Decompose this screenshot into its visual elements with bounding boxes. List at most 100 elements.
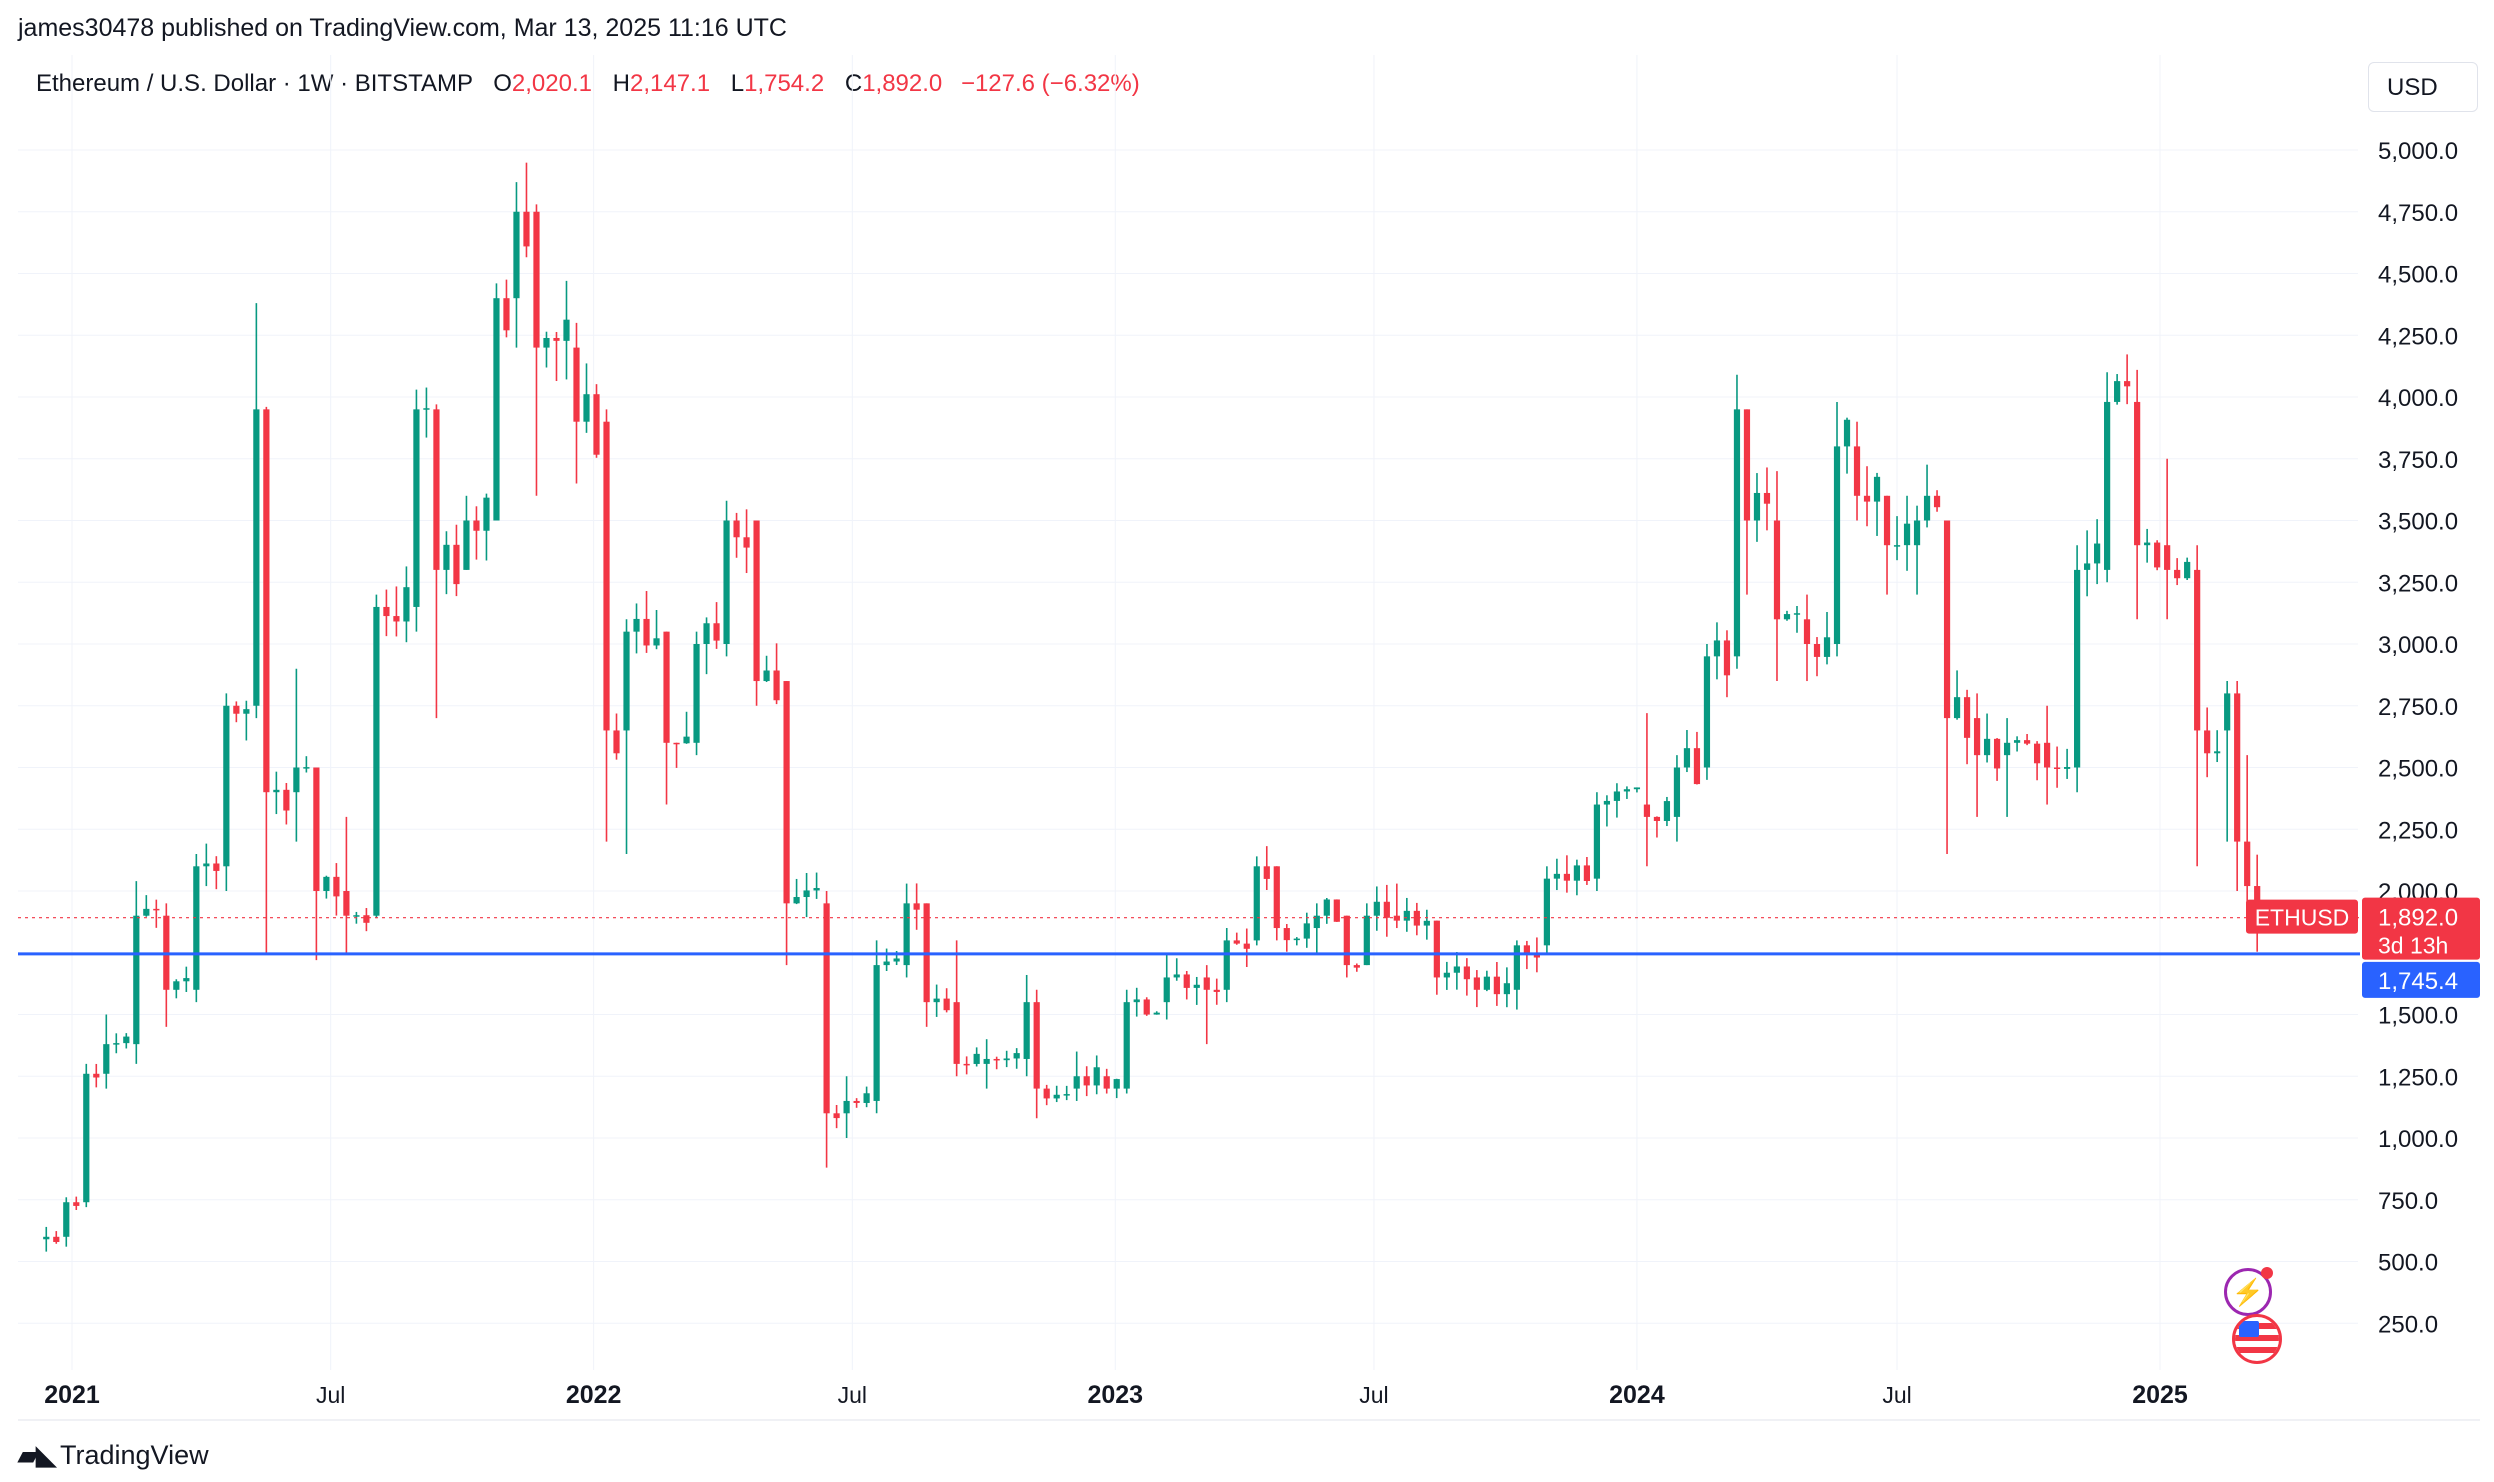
candle-body	[2234, 693, 2241, 842]
candle	[523, 162, 530, 258]
tradingview-logo[interactable]: ▰◣ TradingView	[18, 1440, 209, 1471]
candle-body	[1633, 787, 1641, 790]
candle-body	[1703, 656, 1711, 768]
candle	[1183, 970, 1190, 1000]
candle	[1073, 1051, 1080, 1101]
candle-body	[953, 1002, 960, 1064]
candle	[2134, 369, 2141, 620]
candle	[1143, 997, 1150, 1016]
candle	[1303, 912, 1310, 948]
candle-body	[2204, 730, 2211, 754]
candle-body	[2174, 569, 2181, 579]
candle-body	[1603, 800, 1611, 805]
price-axis-label: 2,500.0	[2378, 756, 2458, 783]
candle	[1773, 471, 1781, 682]
candle	[443, 531, 450, 595]
flag-canton	[2239, 1321, 2259, 1337]
candle	[1433, 920, 1440, 995]
candle	[913, 883, 920, 930]
price-axis-label: 4,500.0	[2378, 262, 2458, 289]
candle	[1123, 989, 1130, 1094]
candle	[173, 979, 180, 999]
candle-body	[453, 544, 460, 585]
candle	[2084, 530, 2091, 597]
candle-body	[543, 337, 550, 348]
candle	[1673, 755, 1681, 842]
candle-body	[1443, 972, 1450, 978]
candle	[1853, 421, 1861, 521]
candle	[823, 891, 830, 1168]
symbol-legend: Ethereum / U.S. Dollar · 1W · BITSTAMP O…	[36, 70, 1140, 98]
candle	[783, 681, 790, 966]
candle	[2043, 705, 2051, 805]
candle-body	[1843, 419, 1851, 447]
candle	[93, 1063, 100, 1088]
candle-body	[1883, 495, 1891, 546]
candle-body	[1853, 446, 1861, 496]
price-axis-label: 3,000.0	[2378, 632, 2458, 659]
candle-body	[1483, 976, 1490, 990]
candle-body	[863, 1093, 870, 1103]
candle-body	[963, 1063, 970, 1066]
candle-body	[2104, 401, 2111, 570]
candle-body	[1623, 789, 1631, 792]
candle	[1363, 903, 1370, 966]
candle-body	[673, 742, 680, 745]
candle	[1553, 858, 1560, 891]
candle	[1713, 622, 1721, 680]
candle	[1293, 937, 1300, 946]
candle	[1703, 644, 1711, 780]
candle-body	[2124, 381, 2131, 387]
price-axis-label: 4,000.0	[2378, 385, 2458, 412]
ai-assistant-icon[interactable]: ⚡	[2224, 1267, 2273, 1316]
candle-body	[123, 1036, 130, 1044]
candle	[1513, 940, 1520, 1010]
candle	[1023, 974, 1030, 1077]
candle	[673, 742, 680, 768]
candle-body	[1963, 697, 1971, 738]
currency-selector[interactable]: USD	[2368, 62, 2478, 112]
candle-body	[1993, 738, 2001, 769]
candle-body	[463, 520, 470, 570]
candle	[393, 586, 400, 637]
open-value: 2,020.1	[511, 70, 592, 97]
candle	[1973, 693, 1981, 817]
candle	[1683, 730, 1691, 773]
candle	[1243, 928, 1250, 967]
candle-body	[313, 767, 320, 891]
candle	[1043, 1084, 1050, 1106]
candle-body	[1803, 619, 1811, 644]
candle	[1733, 374, 1741, 669]
symbol-title[interactable]: Ethereum / U.S. Dollar · 1W · BITSTAMP	[36, 70, 473, 97]
candle-body	[1773, 520, 1781, 620]
time-axis-label: Jul	[1359, 1382, 1388, 1408]
candle	[1933, 490, 1941, 512]
candle-body	[1093, 1067, 1100, 1086]
flag-stripe	[2235, 1335, 2279, 1341]
candle-body	[1203, 977, 1210, 990]
candle-body	[213, 863, 220, 871]
candle	[303, 756, 310, 773]
candle-body	[393, 616, 400, 622]
candle	[473, 506, 480, 560]
candle	[1653, 816, 1661, 838]
candle	[983, 1039, 990, 1089]
candle	[703, 617, 710, 675]
candle	[1283, 924, 1290, 952]
grid	[18, 55, 2358, 1370]
candle	[653, 610, 660, 650]
candle	[1813, 637, 1821, 677]
us-flag-icon[interactable]	[2232, 1314, 2282, 1364]
candle	[1843, 417, 1851, 474]
candle-body	[1923, 495, 1931, 521]
candle-body	[2023, 740, 2031, 744]
candle-body	[1783, 614, 1791, 620]
candle	[1953, 670, 1961, 720]
close-value: 1,892.0	[862, 70, 943, 97]
candle-body	[1143, 999, 1150, 1015]
candle-body	[1613, 791, 1621, 801]
candle	[1103, 1068, 1110, 1094]
candle-body	[603, 421, 610, 731]
candle	[1083, 1066, 1090, 1097]
